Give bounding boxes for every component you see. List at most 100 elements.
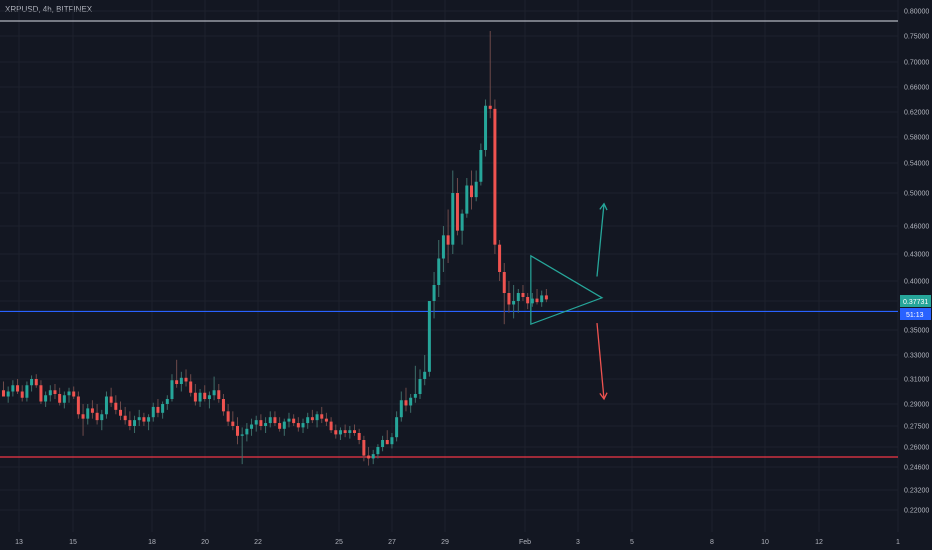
candle-body[interactable] — [128, 420, 132, 426]
candle-body[interactable] — [81, 414, 85, 419]
candle-body[interactable] — [526, 297, 530, 304]
candle-body[interactable] — [20, 391, 24, 398]
candle-body[interactable] — [470, 185, 473, 198]
candle-body[interactable] — [507, 293, 511, 305]
candle-body[interactable] — [39, 385, 43, 402]
candle-body[interactable] — [62, 395, 66, 403]
candle-body[interactable] — [324, 418, 328, 422]
candle-body[interactable] — [310, 417, 314, 421]
candle-body[interactable] — [217, 390, 221, 399]
candle-body[interactable] — [413, 394, 417, 398]
candle-body[interactable] — [493, 108, 497, 245]
candle-body[interactable] — [137, 417, 141, 421]
candle-body[interactable] — [296, 423, 300, 428]
candle-body[interactable] — [540, 295, 544, 303]
candle-body[interactable] — [72, 391, 76, 397]
candle-body[interactable] — [100, 414, 104, 421]
candle-body[interactable] — [432, 285, 436, 301]
candle-body[interactable] — [67, 391, 71, 396]
candle-body[interactable] — [175, 380, 179, 384]
triangle-pattern[interactable] — [530, 254, 604, 326]
candle-body[interactable] — [58, 394, 62, 403]
candle-body[interactable] — [6, 391, 10, 397]
candle-body[interactable] — [119, 409, 122, 416]
candle-body[interactable] — [287, 418, 291, 422]
arrow-up-shaft[interactable] — [596, 203, 605, 277]
candle-body[interactable] — [240, 434, 244, 436]
candle-body[interactable] — [44, 395, 48, 402]
candle-body[interactable] — [114, 402, 118, 410]
candle-body[interactable] — [498, 244, 502, 272]
candle-body[interactable] — [334, 430, 338, 435]
candle-body[interactable] — [544, 295, 548, 300]
candle-body[interactable] — [156, 406, 160, 413]
candle-body[interactable] — [86, 408, 90, 419]
candle-body[interactable] — [76, 396, 80, 415]
candle-body[interactable] — [488, 105, 492, 109]
candle-body[interactable] — [147, 417, 151, 422]
candle-body[interactable] — [245, 428, 249, 435]
candle-body[interactable] — [212, 390, 216, 396]
candle-body[interactable] — [259, 420, 263, 426]
candle-body[interactable] — [437, 258, 441, 286]
candle-body[interactable] — [516, 293, 520, 301]
candle-body[interactable] — [123, 415, 127, 421]
candle-body[interactable] — [161, 404, 165, 413]
candle-body[interactable] — [320, 414, 324, 419]
candle-body[interactable] — [2, 390, 5, 397]
candle-body[interactable] — [142, 417, 146, 422]
candle-body[interactable] — [95, 412, 99, 421]
candle-body[interactable] — [362, 440, 366, 456]
candle-body[interactable] — [423, 371, 427, 379]
candle-body[interactable] — [231, 421, 235, 426]
candle-body[interactable] — [367, 455, 371, 459]
candle-body[interactable] — [264, 423, 268, 426]
candle-body[interactable] — [353, 430, 356, 433]
candle-body[interactable] — [427, 301, 431, 372]
candle-body[interactable] — [530, 298, 534, 304]
candle-body[interactable] — [348, 430, 352, 433]
candle-body[interactable] — [221, 399, 225, 412]
candle-body[interactable] — [484, 105, 488, 150]
candle-body[interactable] — [385, 440, 389, 445]
candle-body[interactable] — [301, 423, 305, 428]
candle-body[interactable] — [409, 397, 413, 406]
candle-body[interactable] — [343, 430, 347, 433]
candle-body[interactable] — [48, 390, 52, 396]
candle-body[interactable] — [273, 417, 277, 424]
candle-body[interactable] — [236, 426, 239, 436]
candle-body[interactable] — [455, 193, 459, 231]
candle-body[interactable] — [151, 406, 155, 418]
candle-body[interactable] — [207, 395, 211, 399]
candle-body[interactable] — [390, 437, 394, 445]
candle-body[interactable] — [338, 430, 342, 435]
candle-body[interactable] — [198, 392, 202, 402]
candle-body[interactable] — [170, 380, 174, 399]
candle-body[interactable] — [502, 272, 506, 293]
candle-body[interactable] — [479, 150, 483, 182]
candle-body[interactable] — [535, 298, 539, 303]
candle-body[interactable] — [521, 293, 525, 297]
candle-body[interactable] — [254, 420, 258, 425]
candle-body[interactable] — [30, 379, 34, 386]
candle-body[interactable] — [193, 392, 197, 402]
candle-body[interactable] — [329, 421, 333, 431]
candle-body[interactable] — [371, 454, 375, 459]
arrow-down-shaft[interactable] — [596, 322, 605, 400]
candle-body[interactable] — [460, 213, 464, 231]
candle-body[interactable] — [34, 379, 38, 386]
candle-body[interactable] — [184, 377, 188, 382]
candle-body[interactable] — [11, 385, 15, 392]
candle-body[interactable] — [203, 392, 207, 399]
candle-body[interactable] — [25, 385, 29, 398]
candle-body[interactable] — [165, 399, 169, 404]
candle-body[interactable] — [104, 396, 108, 415]
candle-body[interactable] — [282, 421, 286, 429]
candle-body[interactable] — [109, 396, 113, 403]
candle-body[interactable] — [53, 390, 57, 394]
candle-body[interactable] — [16, 385, 20, 392]
candle-body[interactable] — [357, 433, 361, 440]
candle-body[interactable] — [292, 418, 296, 424]
candle-body[interactable] — [512, 301, 516, 305]
